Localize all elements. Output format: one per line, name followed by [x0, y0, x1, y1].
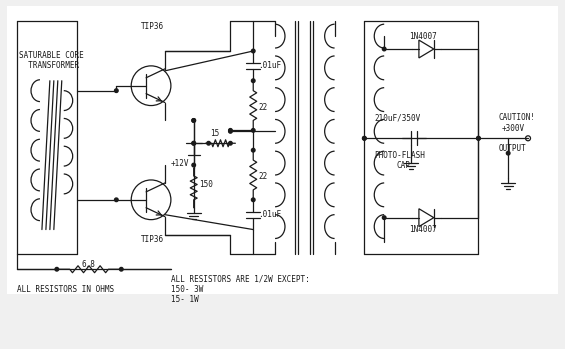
- Circle shape: [192, 141, 195, 145]
- Text: TIP36: TIP36: [141, 22, 164, 31]
- Text: .01uF: .01uF: [258, 61, 281, 70]
- Circle shape: [229, 128, 232, 132]
- Circle shape: [207, 141, 210, 145]
- Text: 15- 1W: 15- 1W: [171, 295, 199, 304]
- Circle shape: [363, 136, 366, 140]
- Circle shape: [251, 148, 255, 152]
- Text: 150- 3W: 150- 3W: [171, 284, 203, 294]
- Circle shape: [229, 129, 232, 133]
- Text: CAP: CAP: [396, 161, 410, 170]
- Circle shape: [192, 163, 195, 167]
- Text: 210uF/350V: 210uF/350V: [374, 114, 420, 123]
- Circle shape: [477, 136, 480, 140]
- Circle shape: [477, 136, 480, 140]
- Circle shape: [55, 267, 59, 271]
- Text: ALL RESISTORS IN OHMS: ALL RESISTORS IN OHMS: [17, 284, 114, 294]
- Circle shape: [363, 136, 366, 140]
- Text: OUTPUT: OUTPUT: [498, 144, 526, 153]
- Circle shape: [506, 151, 510, 155]
- Circle shape: [251, 128, 255, 132]
- Text: 15: 15: [211, 129, 220, 138]
- Circle shape: [115, 89, 118, 92]
- Text: +12V: +12V: [171, 158, 189, 168]
- Text: SATURABLE CORE: SATURABLE CORE: [19, 51, 84, 60]
- Text: +300V: +300V: [501, 124, 524, 133]
- Text: 150: 150: [199, 180, 212, 190]
- Text: .01uF: .01uF: [258, 210, 281, 219]
- Text: 6.8: 6.8: [81, 260, 95, 269]
- Text: ALL RESISTORS ARE 1/2W EXCEPT:: ALL RESISTORS ARE 1/2W EXCEPT:: [171, 275, 310, 284]
- Circle shape: [115, 198, 118, 202]
- Circle shape: [251, 198, 255, 202]
- Circle shape: [192, 119, 195, 122]
- Text: 22: 22: [258, 103, 267, 112]
- Text: TRANSFORMER: TRANSFORMER: [19, 61, 79, 70]
- Circle shape: [251, 49, 255, 53]
- Circle shape: [251, 79, 255, 82]
- Circle shape: [120, 267, 123, 271]
- Text: 22: 22: [258, 172, 267, 181]
- Circle shape: [383, 47, 386, 51]
- Text: PHOTO-FLASH: PHOTO-FLASH: [374, 151, 425, 159]
- Circle shape: [192, 119, 195, 122]
- Text: 1N4007: 1N4007: [409, 32, 437, 40]
- Circle shape: [192, 141, 195, 145]
- Bar: [7, 6, 558, 294]
- Circle shape: [229, 141, 232, 145]
- Circle shape: [383, 216, 386, 220]
- Text: TIP36: TIP36: [141, 235, 164, 244]
- Text: CAUTION!: CAUTION!: [498, 113, 535, 122]
- Text: 1N4007: 1N4007: [409, 225, 437, 234]
